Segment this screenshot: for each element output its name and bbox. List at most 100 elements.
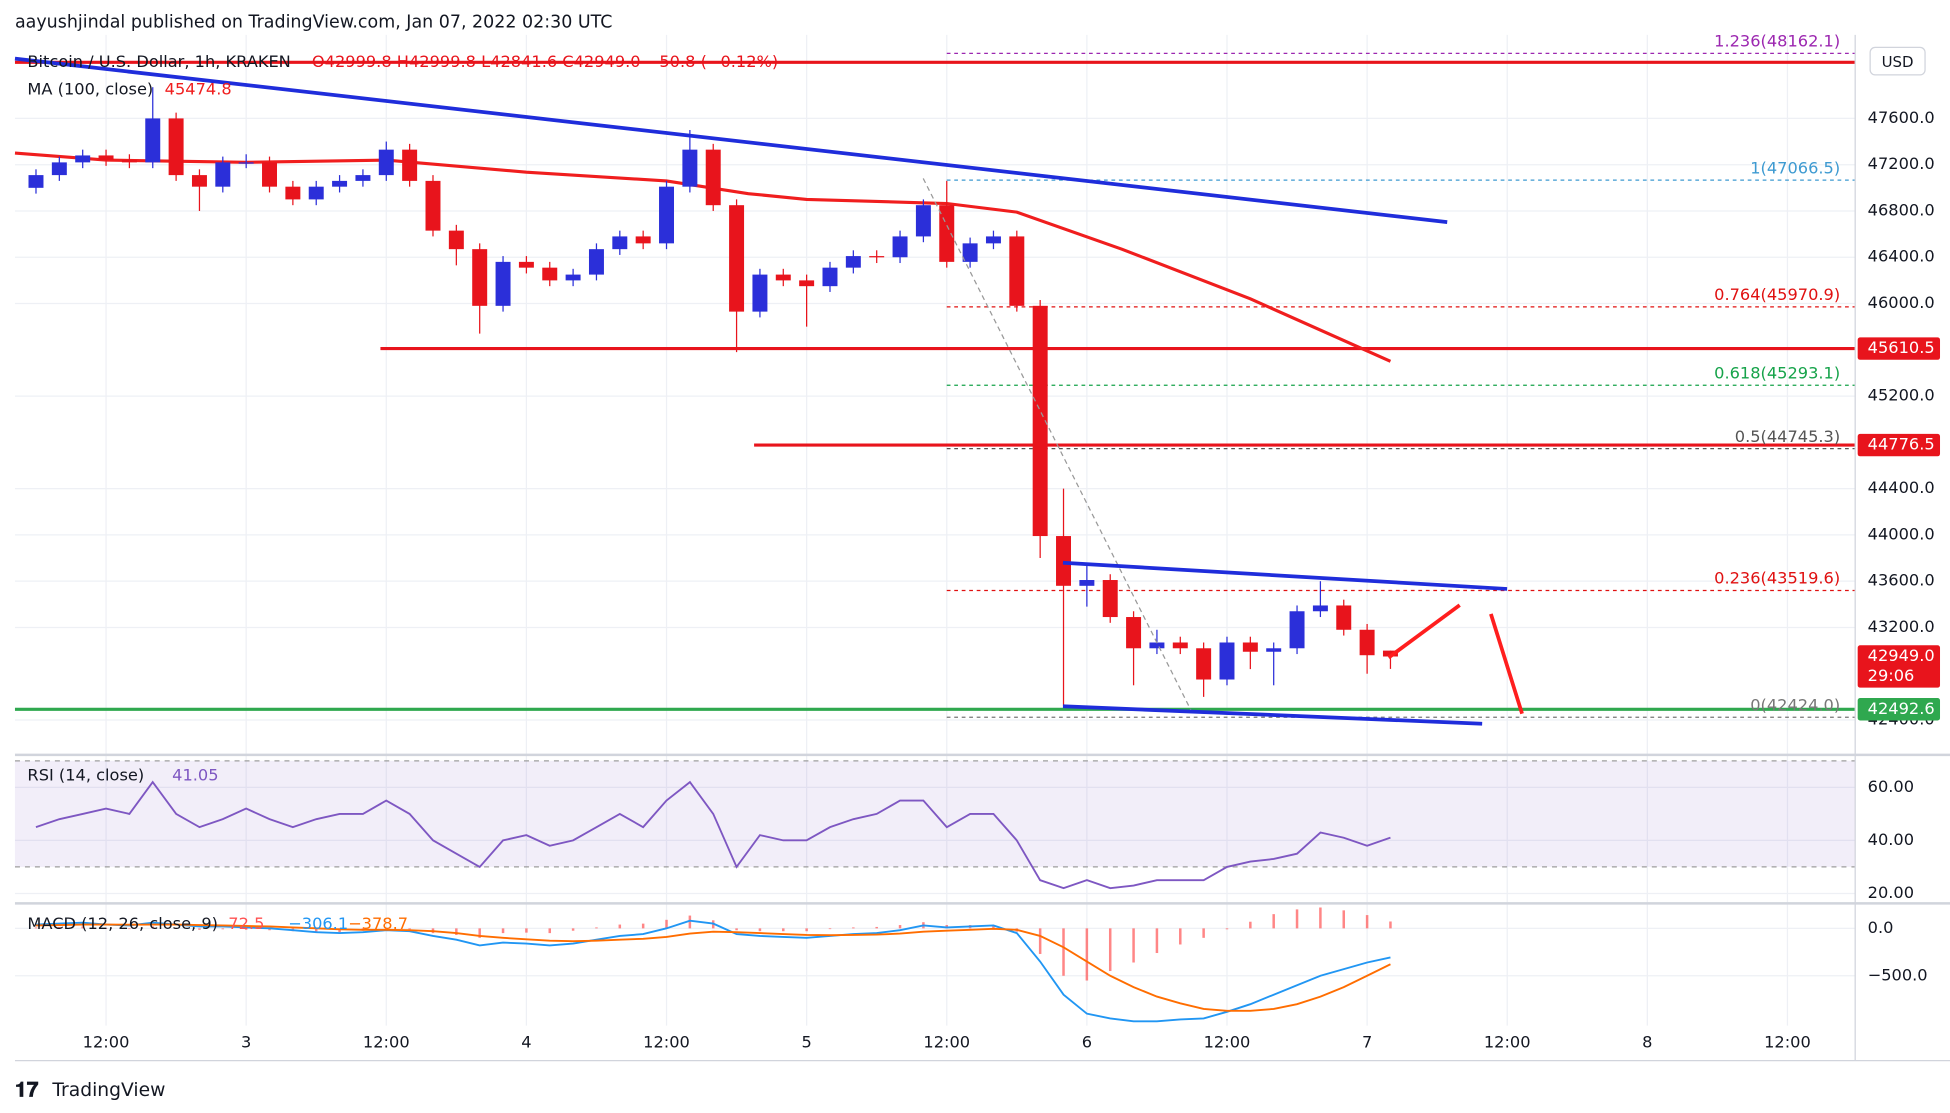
candle-body — [752, 274, 768, 312]
candle-body — [238, 162, 254, 164]
candle-body — [985, 236, 1001, 244]
macd-line — [35, 919, 1391, 1023]
histogram-bar — [58, 926, 61, 929]
y-tick-label: 46400.0 — [1868, 247, 1935, 266]
y-tick-label: 47600.0 — [1868, 108, 1935, 127]
y-tick-label: 44000.0 — [1868, 524, 1935, 543]
logo: 𝟏𝟕 — [15, 1078, 39, 1103]
histogram-bar — [1132, 928, 1135, 963]
histogram-bar — [758, 928, 762, 932]
candle-body — [612, 236, 628, 250]
histogram-bar — [501, 928, 505, 934]
signal-line — [35, 923, 1391, 1012]
candle-body — [495, 261, 511, 306]
candle-body — [1336, 605, 1352, 630]
histogram-bar — [455, 928, 458, 935]
histogram-bar — [198, 928, 201, 930]
fib-label: 1(47066.5) — [1750, 158, 1840, 177]
x-tick-label: 12:00 — [1204, 1033, 1251, 1052]
y-tick-label: 0.0 — [1868, 918, 1894, 937]
price-tag-label: 45610.5 — [1868, 338, 1935, 357]
y-tick-label: −500.0 — [1868, 965, 1928, 984]
rsi-title: RSI (14, close) — [27, 766, 144, 785]
price-tag — [1857, 645, 1941, 688]
histogram-bar — [1272, 914, 1275, 929]
candle-body — [822, 267, 838, 287]
trend-line — [14, 56, 1448, 224]
candle-body — [75, 155, 91, 163]
brand: TradingView — [51, 1080, 165, 1101]
histogram-bar — [1342, 910, 1346, 929]
candle-body — [448, 230, 464, 250]
x-tick-label: 6 — [1082, 1033, 1092, 1052]
histogram-bar — [618, 924, 622, 929]
candle-body — [1032, 305, 1048, 537]
x-tick-label: 12:00 — [1764, 1033, 1811, 1052]
candle-body — [1359, 629, 1375, 656]
histogram-bar — [128, 928, 131, 930]
price-tag-label: 42949.0 — [1868, 646, 1935, 665]
histogram-bar — [1038, 928, 1042, 954]
candle-body — [682, 149, 698, 187]
y-tick-label: 47200.0 — [1868, 154, 1935, 173]
fib-label: 0.236(43519.6) — [1714, 569, 1840, 588]
x-tick-label: 3 — [241, 1033, 251, 1052]
histogram-bar — [595, 927, 598, 929]
histogram-bar — [221, 928, 225, 930]
candle-body — [191, 175, 207, 187]
histogram-bar — [548, 928, 552, 934]
ohlc-legend: O42999.8 H42999.8 L42841.6 C42949.0 −50.… — [312, 52, 778, 71]
y-tick-label: 46800.0 — [1868, 200, 1935, 219]
candle-body — [98, 155, 114, 161]
ma-value: 45474.8 — [165, 79, 232, 98]
x-tick-label: 8 — [1642, 1033, 1652, 1052]
fib-label: 0.764(45970.9) — [1714, 285, 1840, 304]
countdown: 29:06 — [1868, 666, 1915, 685]
currency-button[interactable] — [1869, 46, 1926, 76]
price-tag-label: 44776.5 — [1868, 435, 1935, 454]
candle-body — [51, 162, 67, 176]
histogram-bar — [244, 928, 248, 930]
currency[interactable]: USD — [1882, 53, 1914, 71]
x-tick-label: 12:00 — [1484, 1033, 1531, 1052]
candle-body — [472, 249, 488, 306]
candle-body — [28, 175, 44, 188]
candle-body — [1102, 580, 1118, 618]
histogram-bar — [408, 928, 411, 930]
histogram-bar — [151, 926, 155, 929]
macd-value: −306.1 — [288, 914, 348, 933]
histogram-bar — [1295, 909, 1299, 929]
candle-body — [145, 118, 161, 163]
drawings — [14, 56, 1524, 726]
candle-body — [1266, 648, 1282, 652]
candle-body — [729, 205, 745, 312]
fib-label: 0.618(45293.1) — [1714, 364, 1840, 383]
candle-body — [775, 274, 791, 281]
y-tick-label: 60.00 — [1868, 777, 1914, 796]
histogram-bar — [641, 923, 645, 929]
histogram-bar — [688, 915, 692, 929]
histogram-bar — [525, 928, 528, 933]
histogram-bar — [665, 919, 668, 929]
candle-body — [121, 160, 137, 163]
candle-body — [1126, 617, 1142, 649]
histogram-bar — [1202, 928, 1205, 938]
candle-body — [1382, 650, 1398, 657]
frame — [14, 34, 1950, 1062]
histogram-bar — [1179, 928, 1182, 945]
histogram-bar — [992, 925, 995, 929]
histogram-bar — [1249, 921, 1252, 929]
histogram-bar — [1225, 928, 1229, 930]
signal-value: −378.7 — [348, 914, 408, 933]
candle-body — [1242, 642, 1258, 652]
candle-body — [565, 274, 581, 281]
price-tag — [1857, 698, 1941, 721]
candle-body — [215, 162, 231, 187]
candle-body — [1219, 642, 1235, 680]
ma-name: MA (100, close) — [27, 79, 153, 98]
x-tick-label: 4 — [521, 1033, 531, 1052]
y-tick-label: 45200.0 — [1868, 386, 1935, 405]
candle-body — [845, 256, 861, 268]
plot — [14, 52, 1856, 1023]
